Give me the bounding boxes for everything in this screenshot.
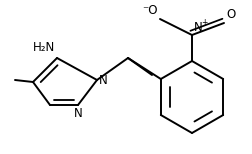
Text: O: O [226, 8, 235, 21]
Text: +: + [201, 18, 207, 27]
Text: N: N [194, 21, 203, 34]
Text: ⁻O: ⁻O [142, 4, 158, 17]
Text: N: N [99, 73, 108, 87]
Text: N: N [74, 107, 82, 120]
Text: H₂N: H₂N [33, 41, 55, 54]
